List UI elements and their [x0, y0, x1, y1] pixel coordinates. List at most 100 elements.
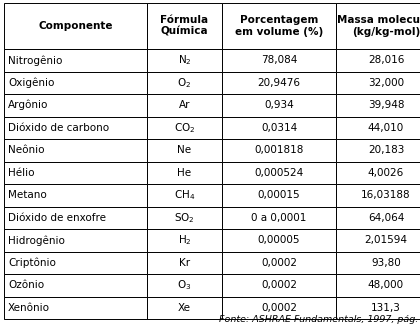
Bar — [336, 251, 420, 274]
Bar — [336, 49, 420, 72]
Text: 0,0002: 0,0002 — [261, 303, 297, 313]
Text: SO$_2$: SO$_2$ — [174, 211, 195, 225]
Text: Oxigênio: Oxigênio — [8, 78, 54, 88]
Bar — [147, 49, 222, 72]
Bar — [4, 251, 147, 274]
Text: H$_2$: H$_2$ — [178, 233, 192, 247]
Text: Dióxido de carbono: Dióxido de carbono — [8, 123, 109, 133]
Bar — [222, 184, 336, 206]
Text: Xenônio: Xenônio — [8, 303, 50, 313]
Text: 93,80: 93,80 — [371, 258, 401, 268]
Bar — [222, 139, 336, 162]
Text: Hidrogênio: Hidrogênio — [8, 235, 65, 245]
Bar — [4, 184, 147, 206]
Text: Fonte: ASHRAE Fundamentals, 1997, pág. 6.1: Fonte: ASHRAE Fundamentals, 1997, pág. 6… — [219, 315, 420, 324]
Bar — [222, 49, 336, 72]
Bar — [4, 72, 147, 94]
Text: 4,0026: 4,0026 — [368, 168, 404, 178]
Text: 28,016: 28,016 — [368, 55, 404, 65]
Text: 48,000: 48,000 — [368, 280, 404, 290]
Bar — [222, 229, 336, 251]
Text: Nitrogênio: Nitrogênio — [8, 55, 63, 66]
Text: 78,084: 78,084 — [261, 55, 297, 65]
Bar — [222, 94, 336, 117]
Text: O$_3$: O$_3$ — [177, 278, 192, 292]
Text: Metano: Metano — [8, 190, 47, 200]
Bar — [222, 3, 336, 49]
Text: O$_2$: O$_2$ — [177, 76, 192, 90]
Text: Hélio: Hélio — [8, 168, 34, 178]
Bar — [336, 117, 420, 139]
Text: 0,00015: 0,00015 — [258, 190, 300, 200]
Text: 32,000: 32,000 — [368, 78, 404, 88]
Text: 16,03188: 16,03188 — [361, 190, 411, 200]
Bar — [336, 274, 420, 296]
Bar — [147, 117, 222, 139]
Text: CO$_2$: CO$_2$ — [174, 121, 195, 135]
Text: 0,001818: 0,001818 — [255, 145, 304, 155]
Bar — [336, 162, 420, 184]
Bar — [147, 274, 222, 296]
Bar — [222, 296, 336, 319]
Text: 2,01594: 2,01594 — [365, 235, 407, 245]
Text: 20,183: 20,183 — [368, 145, 404, 155]
Bar — [147, 229, 222, 251]
Bar — [147, 162, 222, 184]
Text: 0 a 0,0001: 0 a 0,0001 — [251, 213, 307, 223]
Text: 39,948: 39,948 — [368, 100, 404, 110]
Text: Ne: Ne — [177, 145, 192, 155]
Bar — [336, 206, 420, 229]
Text: He: He — [177, 168, 192, 178]
Bar — [147, 139, 222, 162]
Bar — [4, 94, 147, 117]
Text: Dióxido de enxofre: Dióxido de enxofre — [8, 213, 106, 223]
Text: Ar: Ar — [179, 100, 190, 110]
Text: Xe: Xe — [178, 303, 191, 313]
Bar — [336, 94, 420, 117]
Bar — [222, 72, 336, 94]
Bar — [222, 274, 336, 296]
Bar — [336, 72, 420, 94]
Text: 44,010: 44,010 — [368, 123, 404, 133]
Bar — [4, 139, 147, 162]
Text: 0,000524: 0,000524 — [255, 168, 304, 178]
Bar — [147, 94, 222, 117]
Text: CH$_4$: CH$_4$ — [174, 188, 195, 202]
Text: Argônio: Argônio — [8, 100, 48, 111]
Bar — [4, 296, 147, 319]
Bar — [4, 206, 147, 229]
Bar — [4, 162, 147, 184]
Bar — [147, 296, 222, 319]
Bar — [147, 184, 222, 206]
Text: 131,3: 131,3 — [371, 303, 401, 313]
Bar — [222, 206, 336, 229]
Text: 0,934: 0,934 — [264, 100, 294, 110]
Text: Massa molecular
(kg/kg-mol): Massa molecular (kg/kg-mol) — [336, 15, 420, 37]
Text: Ozônio: Ozônio — [8, 280, 44, 290]
Bar — [4, 229, 147, 251]
Bar — [147, 3, 222, 49]
Bar — [4, 117, 147, 139]
Bar — [147, 206, 222, 229]
Text: Criptônio: Criptônio — [8, 257, 56, 268]
Text: 20,9476: 20,9476 — [257, 78, 300, 88]
Bar — [336, 3, 420, 49]
Bar — [4, 49, 147, 72]
Bar — [4, 3, 147, 49]
Bar — [222, 117, 336, 139]
Bar — [336, 184, 420, 206]
Bar — [222, 162, 336, 184]
Text: Fórmula
Química: Fórmula Química — [160, 15, 209, 37]
Bar — [4, 274, 147, 296]
Text: Componente: Componente — [38, 21, 113, 31]
Text: 0,0002: 0,0002 — [261, 258, 297, 268]
Bar — [222, 251, 336, 274]
Bar — [336, 139, 420, 162]
Bar — [336, 296, 420, 319]
Text: 0,00005: 0,00005 — [258, 235, 300, 245]
Text: Neônio: Neônio — [8, 145, 45, 155]
Text: 0,0314: 0,0314 — [261, 123, 297, 133]
Text: N$_2$: N$_2$ — [178, 53, 192, 67]
Text: 0,0002: 0,0002 — [261, 280, 297, 290]
Text: 64,064: 64,064 — [368, 213, 404, 223]
